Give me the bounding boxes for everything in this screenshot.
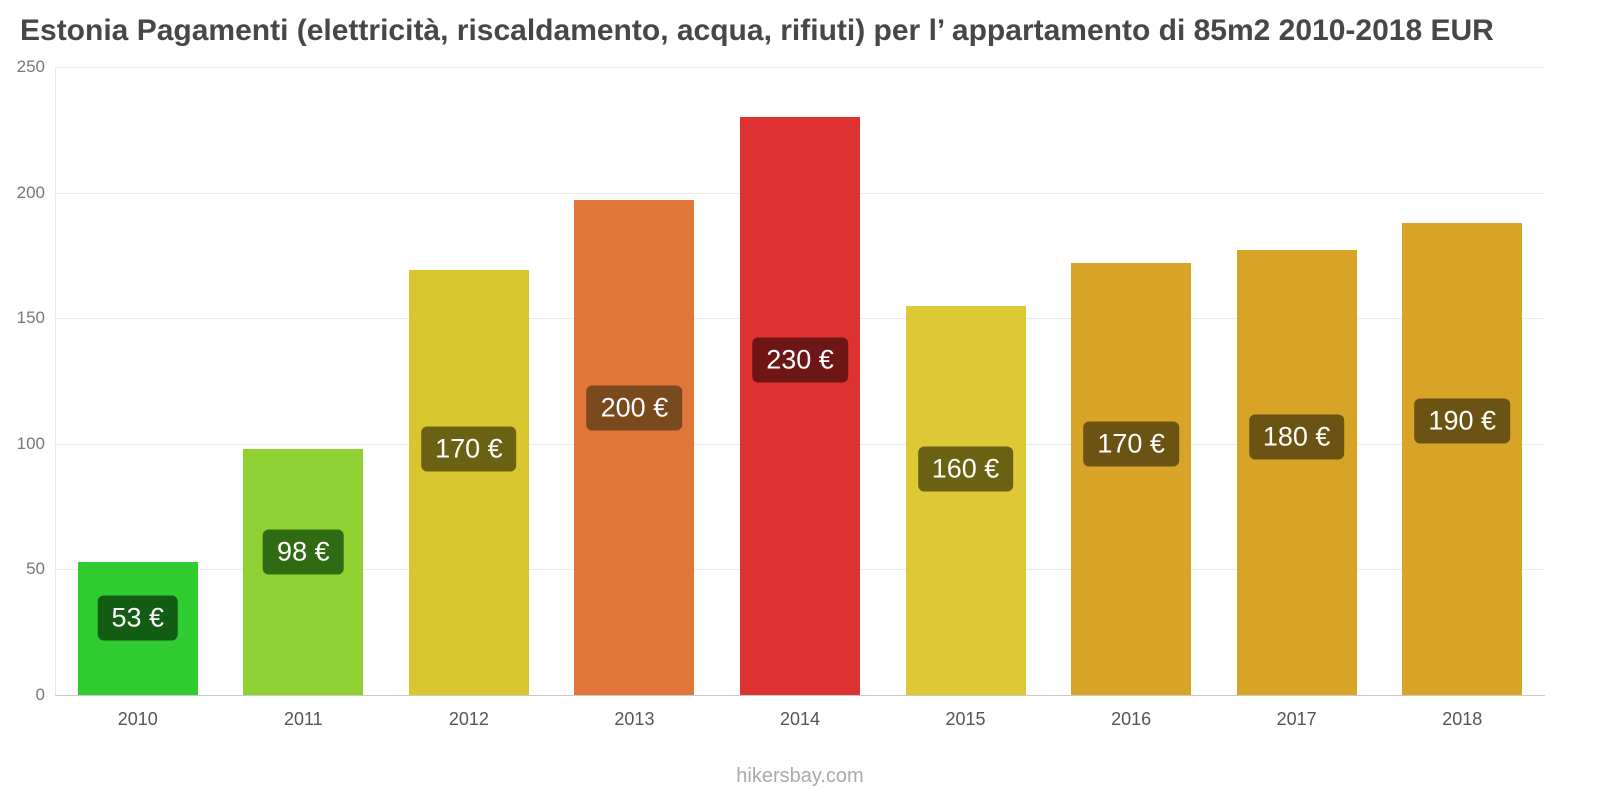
bar-2012 [408, 270, 529, 695]
x-axis-label-2010: 2010 [117, 709, 158, 729]
x-axis-label-2014: 2014 [779, 709, 821, 729]
x-axis-label-2012: 2012 [448, 709, 489, 729]
y-tick-label-150: 150 [16, 308, 45, 328]
bar-value-label-2012: 170 € [421, 426, 517, 472]
x-axis-label-2016: 2016 [1111, 709, 1152, 729]
bar-2017 [1236, 250, 1357, 695]
y-tick-label-250: 250 [16, 57, 45, 76]
x-axis-label-2015: 2015 [945, 709, 986, 729]
x-axis-label-2017: 2017 [1276, 709, 1317, 729]
bar-value-label-2013: 200 € [586, 385, 683, 431]
bar-2013 [574, 200, 695, 695]
y-tick-label-100: 100 [16, 433, 45, 453]
bar-2016 [1071, 262, 1192, 695]
x-axis-label-2018: 2018 [1442, 709, 1483, 729]
bar-value-label-2014: 230 € [752, 337, 848, 383]
gridline-0 [55, 695, 1545, 696]
bar-2014 [740, 117, 860, 695]
y-tick-label-50: 50 [26, 559, 45, 579]
gridline-250 [55, 67, 1545, 68]
x-axis-label-2013: 2013 [614, 709, 655, 729]
bar-value-label-2018: 190 € [1414, 398, 1511, 444]
plot-area: 0 50 100 150 200 250 53 € 2010 98 € 2011 170 € 2012… [17, 57, 1545, 729]
bar-value-label-2015: 160 € [917, 446, 1014, 492]
bar-value-label-2010: 53 € [97, 595, 179, 641]
chart-title: Estonia Pagamenti (elettricità, riscalda… [20, 14, 1494, 47]
bar-2018 [1402, 222, 1523, 695]
bar-value-label-2017: 180 € [1248, 414, 1345, 460]
bar-value-label-2011: 98 € [263, 529, 344, 575]
bar-2015 [905, 305, 1026, 695]
y-tick-label-200: 200 [16, 182, 45, 202]
x-axis-label-2011: 2011 [283, 709, 323, 729]
watermark-text: hikersbay.com [736, 765, 864, 787]
y-axis-line [55, 67, 56, 695]
bar-value-label-2016: 170 € [1083, 421, 1179, 467]
y-tick-label-0: 0 [35, 685, 45, 704]
